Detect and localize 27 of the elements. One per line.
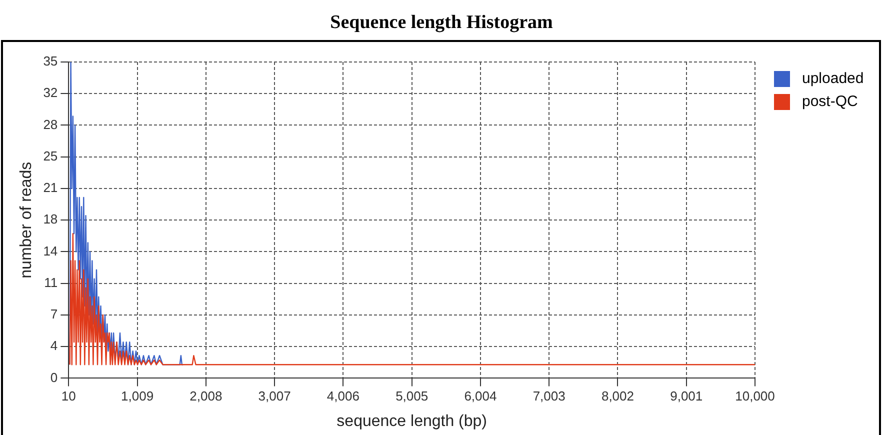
x-tick-label: 2,008: [190, 388, 222, 404]
legend-label: post-QC: [802, 93, 858, 110]
x-tick-label: 6,004: [464, 388, 497, 404]
x-tick-label: 4,006: [326, 388, 360, 404]
y-tick-label: 14: [43, 243, 58, 258]
y-tick-label: 11: [44, 274, 58, 290]
x-tick-label: 10: [61, 388, 76, 404]
y-tick-label: 7: [50, 306, 58, 322]
x-tick-label: 8,002: [601, 388, 634, 404]
legend-label: uploaded: [802, 70, 864, 87]
y-tick-label: 4: [50, 338, 58, 354]
y-tick-label: 25: [43, 148, 58, 164]
y-tick-label: 28: [43, 116, 58, 132]
y-tick-label: 32: [43, 85, 58, 100]
chart-title: Sequence length Histogram: [329, 12, 554, 34]
x-tick-label: 10,000: [735, 388, 775, 404]
x-tick-label: 7,003: [532, 388, 566, 404]
x-axis-title: sequence length (bp): [336, 412, 487, 430]
x-tick-label: 3,007: [258, 388, 291, 404]
y-axis-title: number of reads: [18, 162, 36, 278]
y-tick-label: 0: [50, 370, 58, 385]
y-tick-label: 21: [43, 180, 58, 196]
y-tick-label: 18: [43, 212, 58, 227]
x-tick-label: 1,009: [121, 388, 154, 404]
x-tick-label: 9,001: [670, 388, 703, 404]
x-tick-label: 5,005: [396, 388, 428, 404]
y-tick-label: 35: [43, 54, 58, 69]
